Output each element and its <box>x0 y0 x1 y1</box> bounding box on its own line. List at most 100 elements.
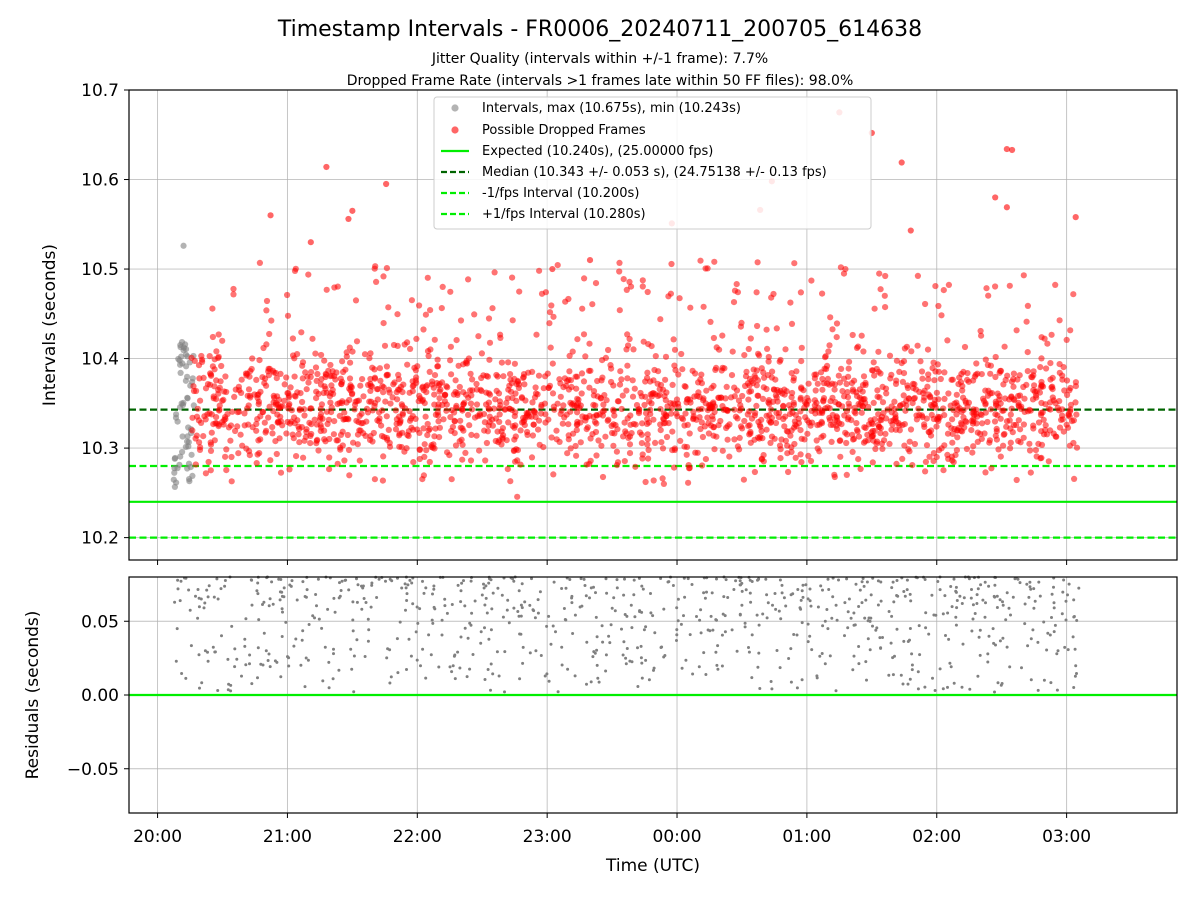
dropped-frame-point <box>713 344 720 351</box>
dropped-frame-point <box>560 402 567 409</box>
residual-point <box>608 641 612 645</box>
dropped-frame-point <box>1059 372 1066 379</box>
residual-point <box>1029 587 1033 591</box>
residual-point <box>852 654 856 658</box>
residual-point <box>1055 688 1059 692</box>
dropped-frame-point <box>984 392 992 399</box>
residual-point <box>243 644 247 648</box>
dropped-frame-point <box>1021 408 1028 415</box>
dropped-frame-point <box>949 416 956 423</box>
dropped-frame-point <box>954 434 961 441</box>
dropped-frame-point <box>345 446 353 454</box>
dropped-frame-point <box>713 433 720 440</box>
residual-point <box>1027 595 1031 599</box>
dropped-frame-point <box>324 420 331 428</box>
dropped-frame-point <box>648 400 655 407</box>
residual-point <box>640 584 644 588</box>
residual-point <box>864 598 868 602</box>
dropped-frame-point <box>565 421 572 428</box>
residual-point <box>683 595 687 599</box>
dropped-frame-point <box>353 338 361 345</box>
residual-point <box>676 597 680 601</box>
dropped-frame-point <box>345 215 352 223</box>
dropped-frame-point <box>1065 411 1072 418</box>
dropped-frame-point <box>300 454 307 461</box>
dropped-frame-point <box>831 473 838 481</box>
residual-point <box>432 587 436 591</box>
dropped-frame-point <box>599 412 607 419</box>
residual-point <box>998 598 1002 602</box>
residual-point <box>680 666 684 670</box>
residual-point <box>539 654 543 657</box>
residual-point <box>360 607 364 611</box>
dropped-frame-point <box>798 344 805 351</box>
residual-point <box>684 658 688 662</box>
dropped-frame-point <box>254 416 261 423</box>
dropped-frame-point <box>639 277 646 284</box>
dropped-frame-point <box>733 281 740 288</box>
dropped-frame-point <box>473 380 480 388</box>
dropped-frame-point <box>207 371 215 378</box>
dropped-frame-point <box>307 405 314 412</box>
dropped-frame-point <box>630 346 637 353</box>
dropped-frame-point <box>619 392 626 399</box>
bottom-y-axis-label: Residuals (seconds) <box>23 611 43 780</box>
dropped-frame-point <box>496 398 503 405</box>
residual-point <box>755 613 759 617</box>
dropped-frame-point <box>1003 204 1010 211</box>
dropped-frame-point <box>427 346 434 353</box>
dropped-frame-point <box>295 431 302 438</box>
residual-point <box>450 603 454 606</box>
residual-point <box>623 577 626 581</box>
dropped-frame-point <box>820 397 827 404</box>
residual-point <box>757 623 761 627</box>
residual-point <box>570 594 574 598</box>
residual-point <box>389 675 393 679</box>
residual-point <box>876 603 880 607</box>
dropped-frame-point <box>805 452 812 459</box>
residual-point <box>573 674 577 678</box>
dropped-frame-point <box>932 283 939 290</box>
dropped-frame-point <box>655 368 662 375</box>
dropped-frame-point <box>763 426 770 433</box>
dropped-frame-point <box>887 418 894 425</box>
residual-point <box>895 627 899 631</box>
dropped-frame-point <box>669 447 676 454</box>
dropped-frame-point <box>361 351 369 358</box>
residual-point <box>521 661 525 665</box>
dropped-frame-point <box>385 426 392 433</box>
residual-point <box>895 594 899 597</box>
dropped-frame-point <box>574 336 581 343</box>
dropped-frame-point <box>879 445 886 452</box>
dropped-frame-point <box>644 420 651 427</box>
dropped-frame-point <box>483 439 490 447</box>
dropped-frame-point <box>312 364 320 371</box>
dropped-frame-point <box>1013 327 1020 334</box>
residual-point <box>203 649 207 653</box>
dropped-frame-point <box>767 419 775 426</box>
residual-point <box>489 628 493 632</box>
dropped-frame-point <box>506 405 513 412</box>
residual-point <box>313 616 316 620</box>
residual-point <box>769 680 773 683</box>
residual-point <box>363 655 367 658</box>
dropped-frame-point <box>254 394 261 402</box>
residual-point <box>806 640 810 644</box>
residual-point <box>876 579 880 583</box>
dropped-frame-point <box>660 480 668 487</box>
residual-point <box>730 628 734 632</box>
dropped-frame-point <box>626 441 634 448</box>
dropped-frame-point <box>782 413 789 420</box>
residual-point <box>315 604 318 608</box>
dropped-frame-point <box>624 331 631 338</box>
dropped-frame-point <box>668 410 675 417</box>
residual-point <box>950 605 954 609</box>
dropped-frame-point <box>627 412 634 419</box>
dropped-frame-point <box>657 316 664 323</box>
dropped-frame-point <box>710 334 718 342</box>
residual-point <box>847 597 851 601</box>
residual-point <box>653 631 657 635</box>
dropped-frame-point <box>819 375 826 383</box>
dropped-frame-point <box>687 304 694 311</box>
dropped-frame-point <box>303 386 310 393</box>
